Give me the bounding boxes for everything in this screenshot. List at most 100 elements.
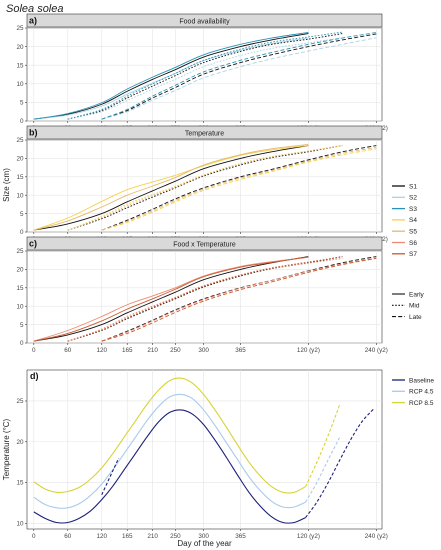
legend-label-s6: S6 [409, 240, 417, 247]
y-tick-label: 25 [16, 25, 24, 32]
panel-letter: c) [29, 239, 37, 249]
temperature-line-rcp-8-5 [33, 377, 306, 494]
temperature-tail-rcp [305, 437, 341, 503]
y-tick-label: 0 [20, 229, 24, 236]
x-tick-label: 60 [64, 347, 72, 354]
y-tick-label: 20 [16, 156, 24, 163]
series-line-s7-late [101, 257, 377, 342]
legend-label-s4: S4 [409, 217, 417, 224]
series-line-s2-mid [67, 37, 343, 120]
legend-label-s5: S5 [409, 229, 417, 236]
y-axis-title-temperature: Temperature (°C) [2, 418, 11, 480]
y-tick-label: 10 [16, 303, 24, 310]
x-tick-label: 165 [122, 533, 133, 540]
series-line-s6-early [33, 256, 309, 342]
strip-label: Temperature [185, 130, 224, 137]
figure-title: Solea solea [6, 3, 64, 15]
y-tick-label: 25 [16, 398, 24, 405]
series-line-s1-late [101, 33, 377, 120]
x-tick-label: 120 [96, 533, 107, 540]
y-tick-label: 20 [16, 439, 24, 446]
temperature-line-rcp-4-5 [33, 393, 306, 509]
y-tick-label: 20 [16, 44, 24, 51]
y-tick-label: 15 [16, 480, 24, 487]
x-tick-label: 300 [198, 533, 209, 540]
strip-label: Food x Temperature [173, 241, 236, 248]
panel-letter: b) [29, 128, 38, 138]
x-tick-label: 365 [235, 533, 246, 540]
x-tick-label: 120 [96, 347, 107, 354]
panel-1: Food availability05101520250601201652102… [16, 13, 388, 132]
y-axis-title-size: Size (cm) [2, 168, 11, 202]
x-tick-label: 210 [147, 533, 158, 540]
panel-strip [26, 13, 383, 28]
x-tick-label: 365 [235, 347, 246, 354]
series-line-s7-early [33, 256, 309, 342]
legend-label-rcp-4-5: RCP 4.5 [409, 389, 434, 396]
series-line-s4-late [101, 148, 377, 231]
temperature-tail-rcp [305, 404, 341, 487]
y-tick-label: 15 [16, 62, 24, 69]
y-tick-label: 25 [16, 248, 24, 255]
legend-label-late: Late [409, 314, 422, 321]
x-axis-title: Day of the year [177, 539, 232, 548]
series-line-s2-early [33, 37, 309, 120]
y-tick-label: 10 [16, 192, 24, 199]
panel-letter: d) [30, 371, 39, 381]
legend-label-s1: S1 [409, 183, 417, 190]
legend-label-rcp-8-5: RCP 8.5 [409, 400, 434, 407]
legend-label-s3: S3 [409, 206, 417, 213]
y-tick-label: 10 [16, 520, 24, 527]
plot-area [26, 27, 383, 122]
x-tick-label: 300 [198, 347, 209, 354]
x-tick-label: 120 (y2) [297, 347, 320, 354]
y-tick-label: 0 [20, 340, 24, 347]
series-line-s1-early [33, 33, 309, 120]
series-line-s1-mid [67, 33, 343, 120]
panel-letter: a) [29, 16, 37, 26]
y-tick-label: 20 [16, 267, 24, 274]
y-tick-label: 10 [16, 81, 24, 88]
temperature-tail-baseline [305, 408, 374, 518]
series-line-s1-late [101, 145, 377, 231]
y-tick-label: 5 [20, 211, 24, 218]
y-tick-label: 25 [16, 137, 24, 144]
panels-group: Food availability05101520250601201652102… [2, 13, 388, 548]
temperature-line-baseline [33, 409, 306, 524]
y-tick-label: 15 [16, 174, 24, 181]
x-tick-label: 240 (y2) [365, 347, 388, 354]
series-line-s3-late [101, 32, 377, 120]
y-tick-label: 0 [20, 118, 24, 125]
y-tick-label: 5 [20, 100, 24, 107]
legend-label-early: Early [409, 291, 425, 298]
y-tick-label: 15 [16, 285, 24, 292]
y-tick-label: 5 [20, 322, 24, 329]
x-tick-label: 250 [170, 533, 181, 540]
panel-strip [26, 125, 383, 140]
x-tick-label: 250 [170, 347, 181, 354]
series-line-s3-early [33, 32, 309, 120]
legends-group: Size (cm) S1 S2 S3 S4 S5 S6 S7 Early Mid Late Basel… [2, 168, 434, 407]
series-line-s3-mid [67, 31, 343, 120]
x-tick-label: 0 [32, 533, 36, 540]
panel-2: Temperature05101520250601201652102503003… [16, 125, 388, 243]
legend-label-s7: S7 [409, 251, 417, 258]
series-line-s6-late [101, 257, 377, 342]
panel-strip [26, 236, 383, 251]
x-tick-label: 165 [122, 347, 133, 354]
x-tick-label: 120 (y2) [297, 533, 320, 540]
plot-area [26, 369, 383, 530]
series-line-s5-early [33, 143, 309, 231]
series-line-s2-late [101, 37, 377, 120]
panel-3: Food x Temperature 0 5 10 15 20 250 60 120 165 210… [16, 236, 388, 354]
x-tick-label: 240 (y2) [365, 533, 388, 540]
series-line-s1-late [101, 256, 377, 342]
x-tick-label: 210 [147, 347, 158, 354]
series-line-s4-mid [67, 145, 343, 231]
series-line-s4-early [33, 145, 309, 231]
series-line-s1-early [33, 145, 309, 231]
series-line-s1-early [33, 256, 309, 342]
series-line-s5-late [101, 146, 377, 231]
